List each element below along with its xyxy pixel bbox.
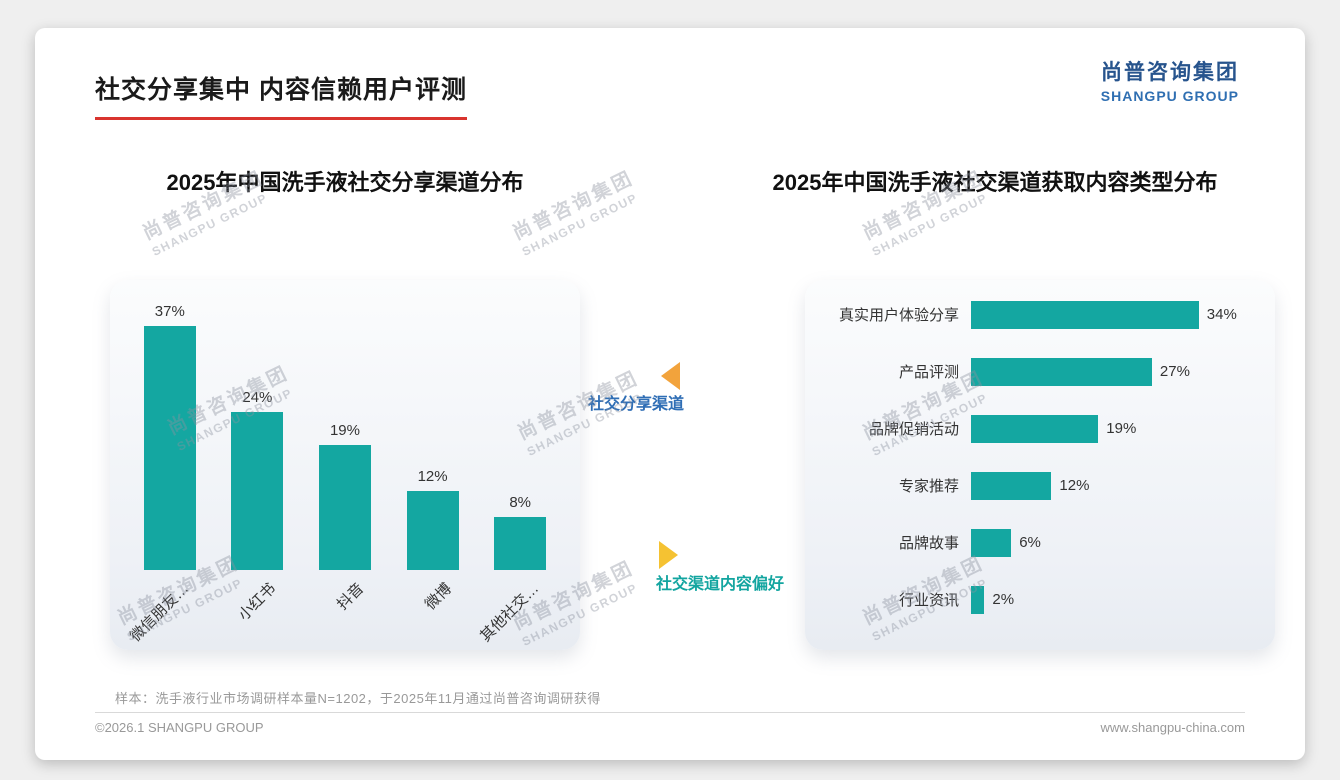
bar-row: 品牌促销活动 19% xyxy=(821,400,1267,457)
bar-value-label: 6% xyxy=(1019,534,1041,551)
bar xyxy=(494,517,547,570)
bar xyxy=(971,300,1199,329)
bar xyxy=(318,444,371,570)
right-chart-title: 2025年中国洗手液社交渠道获取内容类型分布 xyxy=(772,170,1218,195)
bar-value-label: 8% xyxy=(509,494,532,512)
bar xyxy=(971,414,1099,443)
bar-group: 19% 抖音 xyxy=(301,280,389,613)
left-chart-title: 2025年中国洗手液社交分享渠道分布 xyxy=(166,170,524,195)
bar xyxy=(406,490,459,570)
footer-divider xyxy=(95,712,1245,713)
page-title: 社交分享集中 内容信赖用户评测 xyxy=(95,70,467,120)
bar-category-label: 行业资讯 xyxy=(898,592,959,609)
left-chart-panel: 37% 微信朋友… 24% 小红书 19% 抖音 12% 微博 8% 其他社交… xyxy=(110,280,580,650)
vertical-bar-chart: 37% 微信朋友… 24% 小红书 19% 抖音 12% 微博 8% 其他社交… xyxy=(126,280,564,645)
horizontal-bar-chart: 真实用户体验分享 34% 产品评测 27% 品牌促销活动 19% 专家推荐 12% 品牌故事 6%… xyxy=(821,286,1267,628)
bar xyxy=(971,585,985,614)
right-chart-panel: 真实用户体验分享 34% 产品评测 27% 品牌促销活动 19% 专家推荐 12% 品牌故事 6%… xyxy=(805,280,1275,650)
bar-category-label: 品牌促销活动 xyxy=(868,421,959,438)
logo-text-en: SHANGPU GROUP xyxy=(1100,88,1239,104)
sample-note: 样本：洗手液行业市场调研样本量N=1202，于2025年11月通过尚普咨询调研获… xyxy=(115,691,601,706)
bar xyxy=(143,325,196,570)
bar-category-label: 产品评测 xyxy=(898,364,959,381)
bar-row: 品牌故事 6% xyxy=(821,514,1267,571)
bar-group: 37% 微信朋友… xyxy=(126,280,214,645)
bar-row: 行业资讯 2% xyxy=(821,571,1267,628)
copyright: ©2026.1 SHANGPU GROUP xyxy=(95,720,264,735)
bar-category-label: 专家推荐 xyxy=(898,478,959,495)
bar-row: 产品评测 27% xyxy=(821,343,1267,400)
annotation-content-preference: 社交渠道内容偏好 xyxy=(656,576,785,593)
annotation-share-channel: 社交分享渠道 xyxy=(588,396,685,413)
bar-group: 12% 微博 xyxy=(389,280,477,613)
bar-value-label: 2% xyxy=(992,591,1015,608)
arrow-left-icon xyxy=(661,362,680,390)
bar-value-label: 19% xyxy=(329,421,360,439)
bar-value-label: 12% xyxy=(1059,477,1090,494)
website-url: www.shangpu-china.com xyxy=(1100,720,1245,735)
bar-group: 24% 小红书 xyxy=(214,280,302,624)
logo-text-cn: 尚普咨询集团 xyxy=(1101,61,1239,84)
bar-row: 真实用户体验分享 34% xyxy=(821,286,1267,343)
bar-value-label: 27% xyxy=(1159,363,1190,380)
bar-value-label: 37% xyxy=(154,302,185,320)
arrow-right-icon xyxy=(659,541,678,569)
slide: 社交分享集中 内容信赖用户评测 尚普咨询集团 SHANGPU GROUP 202… xyxy=(35,28,1305,760)
bar-value-label: 19% xyxy=(1106,420,1137,437)
bar-value-label: 12% xyxy=(417,467,448,485)
bar xyxy=(971,357,1152,386)
company-logo: 尚普咨询集团 SHANGPU GROUP xyxy=(1101,56,1239,104)
bar-value-label: 34% xyxy=(1206,306,1237,323)
bar xyxy=(971,528,1012,557)
bar-group: 8% 其他社交… xyxy=(476,280,564,645)
bar-value-label: 24% xyxy=(242,388,273,406)
bar xyxy=(971,471,1052,500)
bar xyxy=(231,411,284,570)
bar-category-label: 品牌故事 xyxy=(898,535,959,552)
bar-category-label: 真实用户体验分享 xyxy=(838,307,959,324)
bar-row: 专家推荐 12% xyxy=(821,457,1267,514)
